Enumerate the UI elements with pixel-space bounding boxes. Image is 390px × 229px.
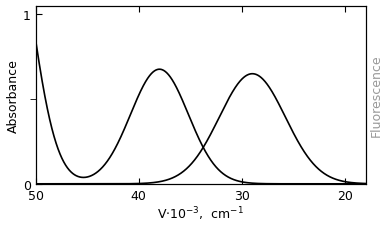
X-axis label: $\mathrm{V}{\cdot}10^{-3}$,  cm$^{-1}$: $\mathrm{V}{\cdot}10^{-3}$, cm$^{-1}$ (157, 204, 244, 222)
Y-axis label: Absorbance: Absorbance (7, 59, 20, 132)
Y-axis label: Fluorescence: Fluorescence (370, 54, 383, 136)
